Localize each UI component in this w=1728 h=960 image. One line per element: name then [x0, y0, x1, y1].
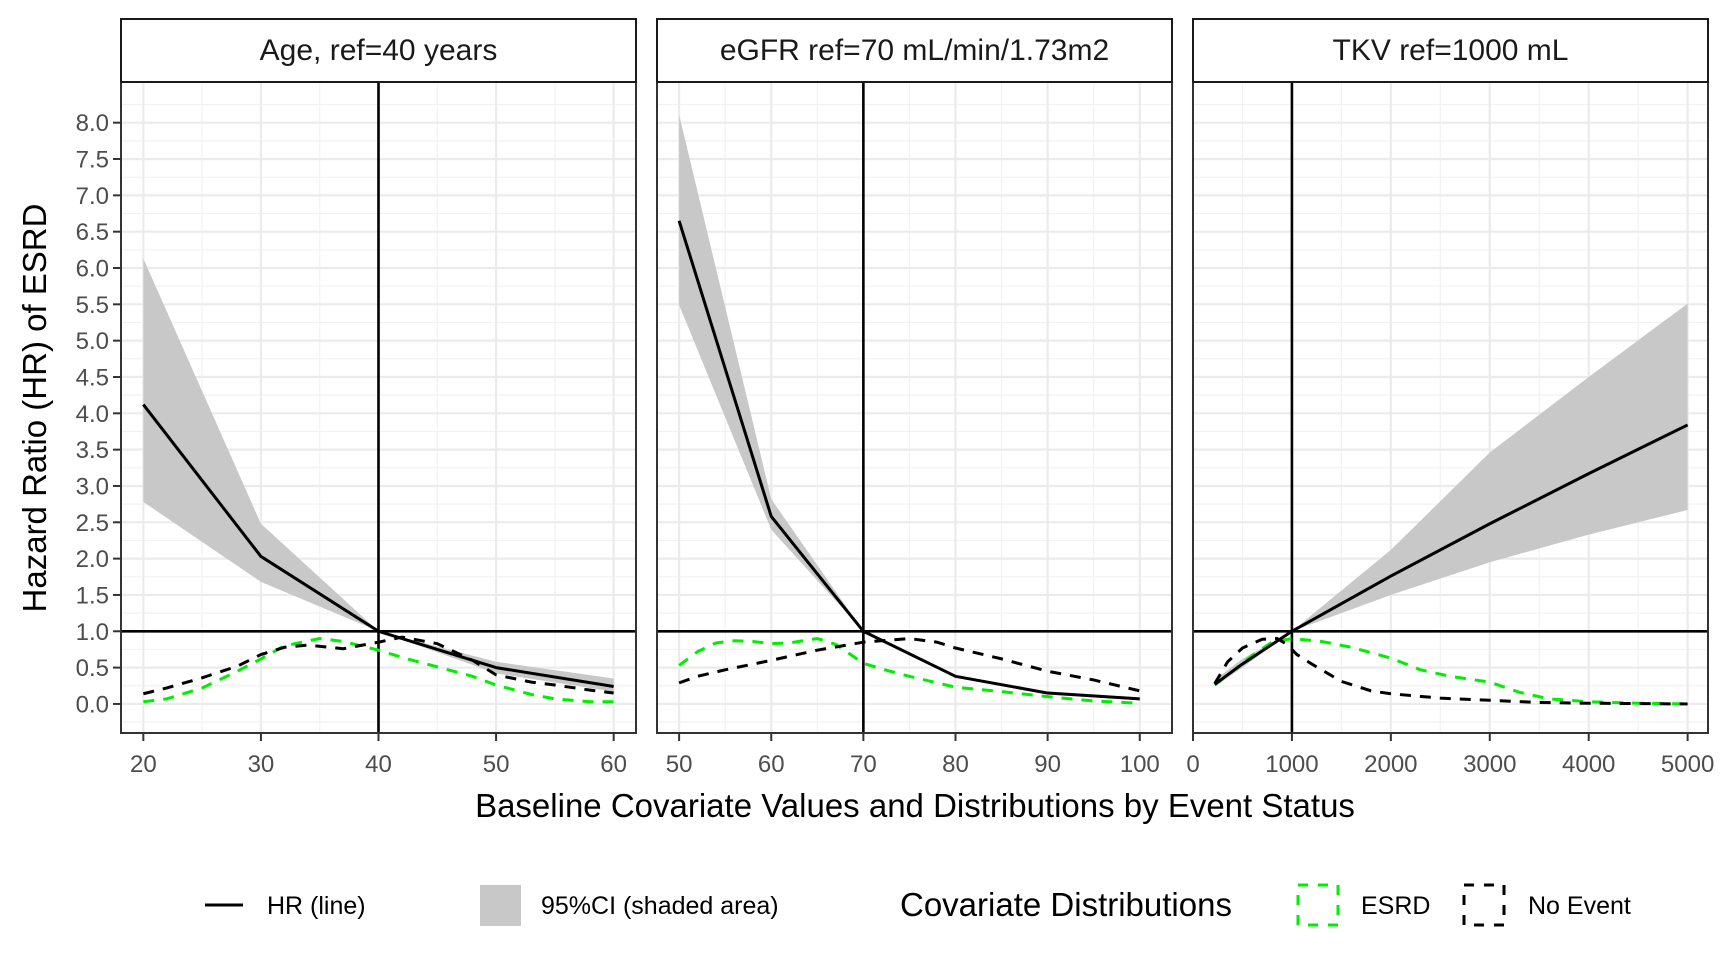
panel-title: Age, ref=40 years: [260, 34, 498, 67]
y-tick-label: 8.0: [76, 110, 109, 137]
panel-strip: [1192, 18, 1709, 83]
x-tick-label: 4000: [1562, 751, 1615, 778]
panel-strip: [656, 18, 1173, 83]
y-tick-label: 4.0: [76, 401, 109, 428]
y-tick-label: 5.0: [76, 328, 109, 355]
x-tick-label: 3000: [1463, 751, 1516, 778]
esrd-distribution-line: [678, 637, 1140, 705]
legend-esrd-key: [1296, 883, 1340, 927]
x-tick-label: 60: [758, 751, 785, 778]
y-tick-label: 5.5: [76, 292, 109, 319]
hr-line: [677, 220, 1140, 701]
x-tick-label: 100: [1120, 751, 1160, 778]
x-tick-label: 1000: [1265, 751, 1318, 778]
y-tick-label: 2.5: [76, 510, 109, 537]
ci-ribbon: [679, 114, 1140, 701]
legend: HR (line) 95%CI (shaded area) Covariate …: [205, 883, 1631, 927]
y-tick-label: 0.0: [76, 691, 109, 718]
x-tick-label: 30: [248, 751, 275, 778]
esrd-distribution-line: [143, 637, 614, 704]
panel-title: eGFR ref=70 mL/min/1.73m2: [720, 34, 1109, 67]
panel-3: TKV ref=1000 mL 0 1000 2000 3000 4000 5000: [1186, 18, 1714, 778]
y-tick-label: 3.0: [76, 473, 109, 500]
no-event-distribution-line: [1213, 637, 1688, 706]
ci-ribbon: [143, 258, 614, 692]
y-tick-label: 7.5: [76, 147, 109, 174]
x-tick-label: 0: [1186, 751, 1199, 778]
panel-strip: [120, 18, 637, 83]
legend-ci-key: [480, 885, 521, 926]
legend-ci-label: 95%CI (shaded area): [541, 892, 779, 920]
x-axis-title: Baseline Covariate Values and Distributi…: [475, 787, 1355, 824]
x-tick-label: 40: [365, 751, 392, 778]
y-tick-label: 4.5: [76, 364, 109, 391]
x-tick-label: 2000: [1364, 751, 1417, 778]
y-tick-label: 0.5: [76, 655, 109, 682]
y-axis: 0.0 0.5 1.0 1.5 2.0 2.5 3.0 3.5 4.0 4.5 5.0 5.5 6.0 6…: [76, 110, 121, 718]
x-tick-label: 90: [1034, 751, 1061, 778]
y-tick-label: 7.0: [76, 183, 109, 210]
y-tick-label: 6.0: [76, 256, 109, 283]
x-tick-label: 5000: [1661, 751, 1714, 778]
y-tick-label: 3.5: [76, 437, 109, 464]
hr-line: [142, 403, 614, 688]
x-tick-label: 70: [850, 751, 877, 778]
x-tick-label: 20: [130, 751, 157, 778]
no-event-distribution-line: [142, 635, 614, 696]
y-axis-title: Hazard Ratio (HR) of ESRD: [16, 204, 53, 613]
y-tick-label: 1.0: [76, 619, 109, 646]
panel-2: eGFR ref=70 mL/min/1.73m2 50 60 70 80 90 100: [656, 18, 1173, 778]
y-tick-label: 1.5: [76, 582, 109, 609]
x-tick-label: 50: [483, 751, 510, 778]
x-tick-label: 50: [666, 751, 693, 778]
esrd-distribution-line: [1213, 637, 1688, 706]
legend-no-event-key: [1462, 883, 1506, 927]
y-tick-label: 2.0: [76, 546, 109, 573]
legend-esrd-label: ESRD: [1361, 892, 1430, 920]
legend-no-event-label: No Event: [1528, 892, 1631, 920]
x-tick-label: 80: [942, 751, 969, 778]
y-tick-label: 6.5: [76, 219, 109, 246]
panel-1: Age, ref=40 years 20 30 40 50 60: [120, 18, 637, 778]
hr-line: [1213, 423, 1689, 686]
ci-ribbon: [1214, 303, 1688, 687]
x-tick-label: 60: [600, 751, 627, 778]
panel-title: TKV ref=1000 mL: [1333, 34, 1569, 67]
legend-hr-label: HR (line): [267, 892, 366, 920]
no-event-distribution-line: [678, 637, 1141, 693]
legend-dist-title: Covariate Distributions: [900, 886, 1232, 923]
